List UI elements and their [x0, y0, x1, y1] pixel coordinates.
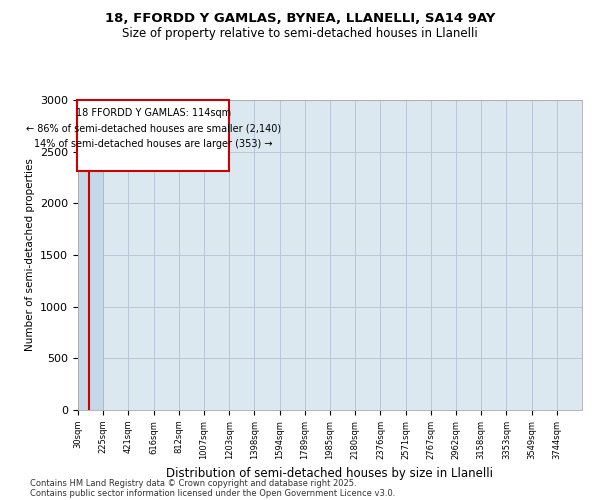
- Text: Contains public sector information licensed under the Open Government Licence v3: Contains public sector information licen…: [30, 488, 395, 498]
- Text: Size of property relative to semi-detached houses in Llanelli: Size of property relative to semi-detach…: [122, 28, 478, 40]
- Text: 18 FFORDD Y GAMLAS: 114sqm: 18 FFORDD Y GAMLAS: 114sqm: [76, 108, 231, 118]
- Text: Contains HM Land Registry data © Crown copyright and database right 2025.: Contains HM Land Registry data © Crown c…: [30, 478, 356, 488]
- FancyBboxPatch shape: [77, 100, 229, 172]
- X-axis label: Distribution of semi-detached houses by size in Llanelli: Distribution of semi-detached houses by …: [167, 468, 493, 480]
- Text: 14% of semi-detached houses are larger (353) →: 14% of semi-detached houses are larger (…: [34, 138, 272, 149]
- Text: 18, FFORDD Y GAMLAS, BYNEA, LLANELLI, SA14 9AY: 18, FFORDD Y GAMLAS, BYNEA, LLANELLI, SA…: [105, 12, 495, 26]
- Y-axis label: Number of semi-detached properties: Number of semi-detached properties: [25, 158, 35, 352]
- Text: ← 86% of semi-detached houses are smaller (2,140): ← 86% of semi-detached houses are smalle…: [26, 123, 281, 133]
- Bar: [78, 152, 103, 410]
